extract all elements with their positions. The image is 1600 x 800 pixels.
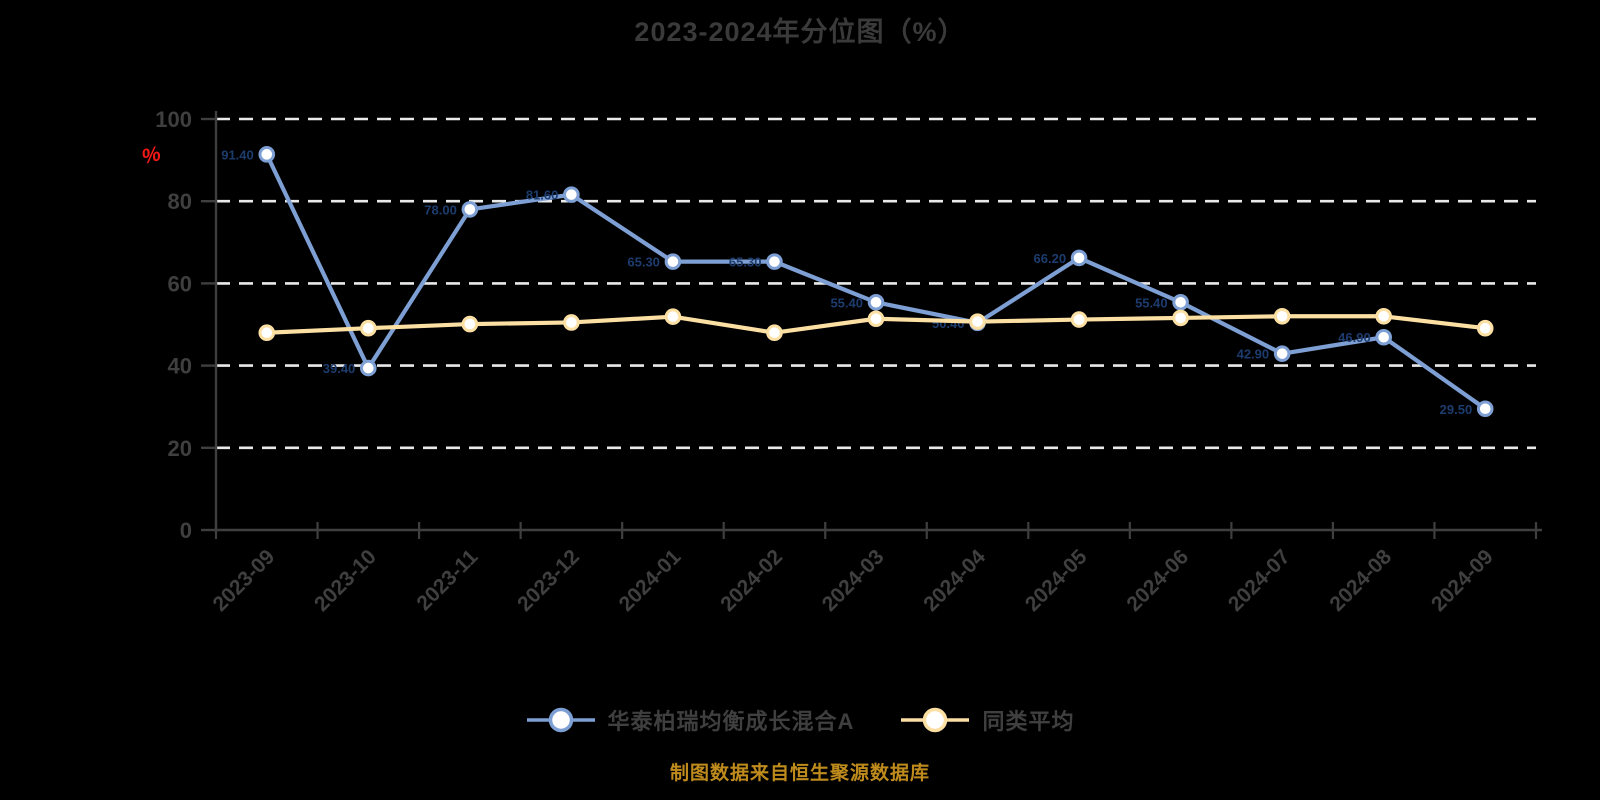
legend-label-peer-average: 同类平均: [982, 709, 1075, 734]
x-tick-label-2024-03: 2024-03: [818, 545, 889, 616]
data-point-series1-2024-09: [1476, 319, 1494, 337]
data-label-2023-10: 39.40: [323, 361, 356, 376]
data-point-series1-2023-09: [258, 324, 276, 342]
data-label-2023-09: 91.40: [221, 147, 254, 162]
data-label-2023-12: 81.60: [526, 188, 559, 203]
data-point-series0-2023-10: [360, 359, 377, 377]
y-tick-label-60: 60: [168, 271, 192, 296]
data-point-series0-2023-11: [461, 201, 479, 218]
data-point-series0-2024-09: [1476, 400, 1494, 418]
data-point-series0-2024-06: [1172, 294, 1189, 311]
y-tick-label-80: 80: [168, 189, 192, 214]
data-label-2023-11: 78.00: [424, 202, 457, 217]
data-point-series1-2023-12: [563, 314, 580, 331]
x-tick-label-2024-01: 2024-01: [615, 545, 686, 616]
x-tick-label-2023-09: 2023-09: [209, 545, 280, 616]
plot-area: 0 20 40 60 80 100 2023-09 2023-10 2023-11 2023-12…: [155, 107, 1542, 616]
data-point-series0-2024-03: [867, 294, 885, 311]
x-tick-label-2023-10: 2023-10: [310, 545, 381, 616]
data-label-2024-05: 66.20: [1034, 251, 1067, 266]
data-label-2024-07: 42.90: [1237, 347, 1270, 362]
legend-item-fund[interactable]: 华泰柏瑞均衡成长混合A: [526, 704, 855, 736]
x-tick-label-2023-12: 2023-12: [513, 545, 584, 616]
data-label-2024-06: 55.40: [1135, 295, 1168, 310]
data-label-2024-08: 46.90: [1338, 330, 1371, 345]
y-tick-label-40: 40: [168, 354, 192, 379]
data-point-series1-2024-04: [969, 313, 986, 330]
y-tick-label-100: 100: [155, 107, 192, 132]
data-point-series0-2024-07: [1273, 345, 1291, 362]
x-tick-label-2024-06: 2024-06: [1122, 545, 1193, 616]
data-label-2024-03: 55.40: [830, 295, 863, 310]
fund-line-marker-icon: [526, 707, 595, 733]
x-tick-label-2024-07: 2024-07: [1224, 545, 1295, 616]
data-label-2024-04: 50.40: [932, 316, 965, 331]
peer-average-line-marker-icon: [901, 707, 970, 733]
data-point-series0-2024-08: [1375, 328, 1392, 346]
x-tick-label-2024-08: 2024-08: [1325, 545, 1396, 616]
chart-title: 2023-2024年分位图（%）: [634, 17, 966, 47]
data-point-series0-2024-05: [1070, 249, 1088, 267]
legend-item-peer-average[interactable]: 同类平均: [900, 704, 1074, 736]
data-point-series1-2024-05: [1070, 311, 1088, 328]
data-point-series1-2024-06: [1172, 309, 1189, 327]
data-point-series1-2024-07: [1273, 307, 1291, 325]
data-point-series0-2024-01: [664, 253, 682, 270]
x-tick-label-2024-02: 2024-02: [716, 545, 787, 616]
data-label-2024-09: 29.50: [1440, 402, 1473, 417]
data-label-2024-02: 65.30: [729, 255, 762, 270]
legend-label-fund: 华泰柏瑞均衡成长混合A: [607, 709, 855, 734]
data-point-series0-2023-12: [563, 186, 580, 203]
data-point-series1-2023-10: [360, 319, 377, 337]
series-line-0: [264, 152, 1488, 411]
x-tick-label-2024-04: 2024-04: [919, 545, 990, 616]
x-tick-label-2023-11: 2023-11: [412, 545, 482, 615]
data-source-caption: 制图数据来自恒生聚源数据库: [669, 763, 930, 784]
data-point-series1-2024-08: [1375, 307, 1392, 325]
data-label-2024-01: 65.30: [627, 255, 660, 270]
y-tick-label-0: 0: [180, 518, 192, 543]
x-tick-label-2024-09: 2024-09: [1427, 545, 1498, 616]
legend: 华泰柏瑞均衡成长混合A 同类平均: [0, 704, 1600, 736]
data-point-series0-2023-09: [258, 146, 276, 163]
data-point-series0-2024-02: [766, 253, 783, 270]
x-tick-label-2024-05: 2024-05: [1021, 545, 1092, 616]
data-point-series1-2023-11: [461, 315, 479, 333]
y-tick-label-20: 20: [168, 436, 192, 461]
data-point-series1-2024-02: [766, 324, 783, 342]
data-point-series1-2024-01: [664, 308, 682, 325]
data-point-series1-2024-03: [867, 310, 885, 328]
